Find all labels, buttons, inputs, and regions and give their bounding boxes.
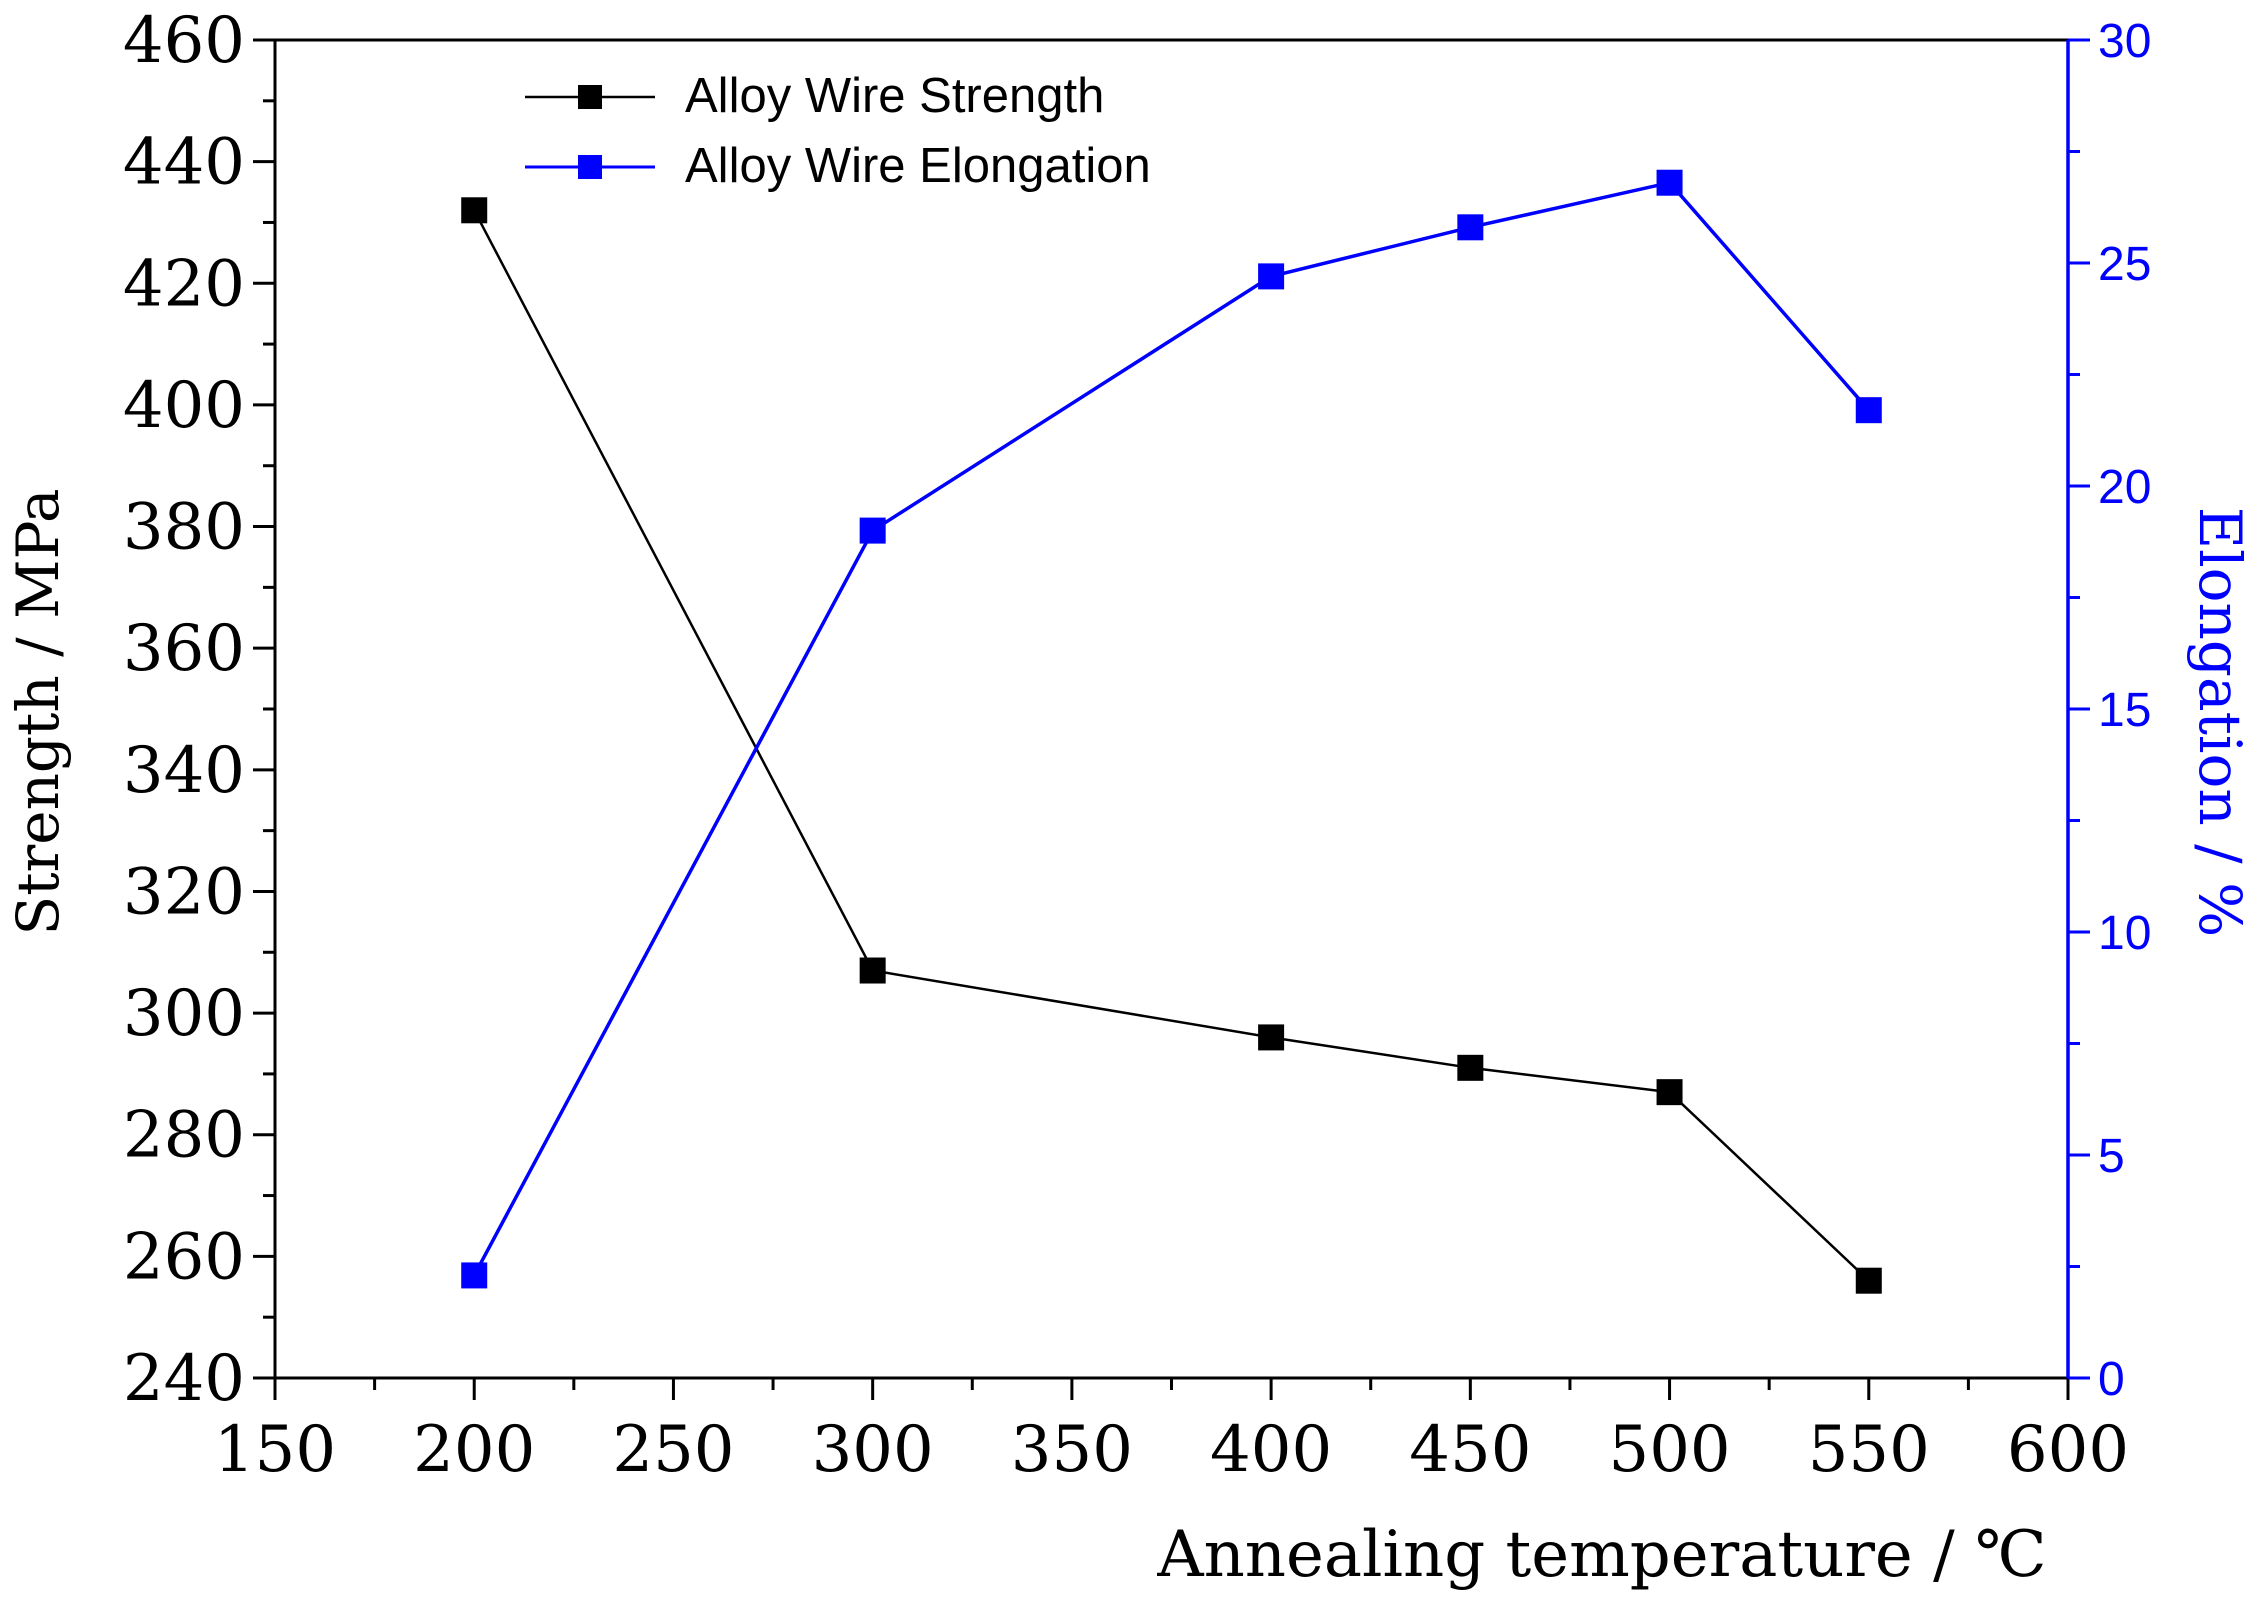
x-tick-label: 450	[1409, 1413, 1531, 1487]
series-layer	[461, 169, 1882, 1294]
y-left-tick-label: 300	[123, 977, 245, 1051]
y-left-tick-label: 420	[123, 247, 245, 321]
legend-marker-strength	[578, 85, 602, 109]
data-point-strength	[1656, 1079, 1683, 1106]
y-left-tick-label: 280	[123, 1099, 245, 1173]
data-point-elongation	[1656, 169, 1683, 196]
y-left-tick-label: 360	[123, 612, 245, 686]
x-tick-label: 200	[413, 1413, 535, 1487]
x-tick-label: 550	[1808, 1413, 1930, 1487]
data-point-strength	[859, 957, 886, 984]
x-tick-label: 350	[1011, 1413, 1133, 1487]
y-axis-right-title: Elongation / %	[2186, 507, 2254, 938]
legend-label-elongation: Alloy Wire Elongation	[685, 139, 1151, 193]
data-point-elongation	[859, 517, 886, 544]
x-tick-label: 150	[214, 1413, 336, 1487]
data-point-strength	[1855, 1267, 1882, 1294]
y-left-tick-label: 400	[123, 369, 245, 443]
legend-marker-elongation	[578, 155, 602, 179]
y-axis-left-title: Strength / MPa	[4, 488, 72, 935]
legend-item-elongation: Alloy Wire Elongation	[525, 139, 1151, 193]
data-point-strength	[1457, 1054, 1484, 1081]
series-line-strength	[473, 209, 1870, 1282]
y-left-tick-label: 440	[123, 126, 245, 200]
x-tick-label: 400	[1210, 1413, 1332, 1487]
x-axis-title: Annealing temperature / ℃	[1156, 1518, 2046, 1592]
y-right-tick-label: 20	[2098, 461, 2151, 514]
y-right-tick-label: 0	[2098, 1353, 2125, 1406]
data-point-elongation	[1855, 397, 1882, 424]
data-point-strength	[1258, 1024, 1285, 1051]
x-tick-label: 500	[1608, 1413, 1730, 1487]
y-left-tick-label: 260	[123, 1220, 245, 1294]
y-left-tick-label: 460	[123, 4, 245, 78]
x-tick-label: 600	[2007, 1413, 2129, 1487]
x-tick-label: 250	[612, 1413, 734, 1487]
x-tick-label: 300	[812, 1413, 934, 1487]
legend: Alloy Wire Strength Alloy Wire Elongatio…	[525, 69, 1151, 193]
data-point-strength	[461, 197, 488, 224]
legend-item-strength: Alloy Wire Strength	[525, 69, 1104, 123]
data-point-elongation	[461, 1262, 488, 1289]
y-left-tick-label: 380	[123, 491, 245, 565]
legend-label-strength: Alloy Wire Strength	[685, 69, 1104, 123]
y-right-tick-label: 30	[2098, 15, 2151, 68]
y-left-tick-label: 240	[123, 1342, 245, 1416]
data-point-elongation	[1457, 214, 1484, 241]
data-point-elongation	[1258, 263, 1285, 290]
ticks-layer: 150 200 250 300 350 400 450 500 550 6002402602803…	[123, 4, 2152, 1487]
series-line-elongation	[472, 180, 1871, 1277]
y-left-tick-label: 320	[123, 855, 245, 929]
y-right-tick-label: 25	[2098, 238, 2151, 291]
y-right-tick-label: 5	[2098, 1130, 2125, 1183]
y-left-tick-label: 340	[123, 734, 245, 808]
y-right-tick-label: 15	[2098, 684, 2151, 737]
y-right-tick-label: 10	[2098, 907, 2151, 960]
